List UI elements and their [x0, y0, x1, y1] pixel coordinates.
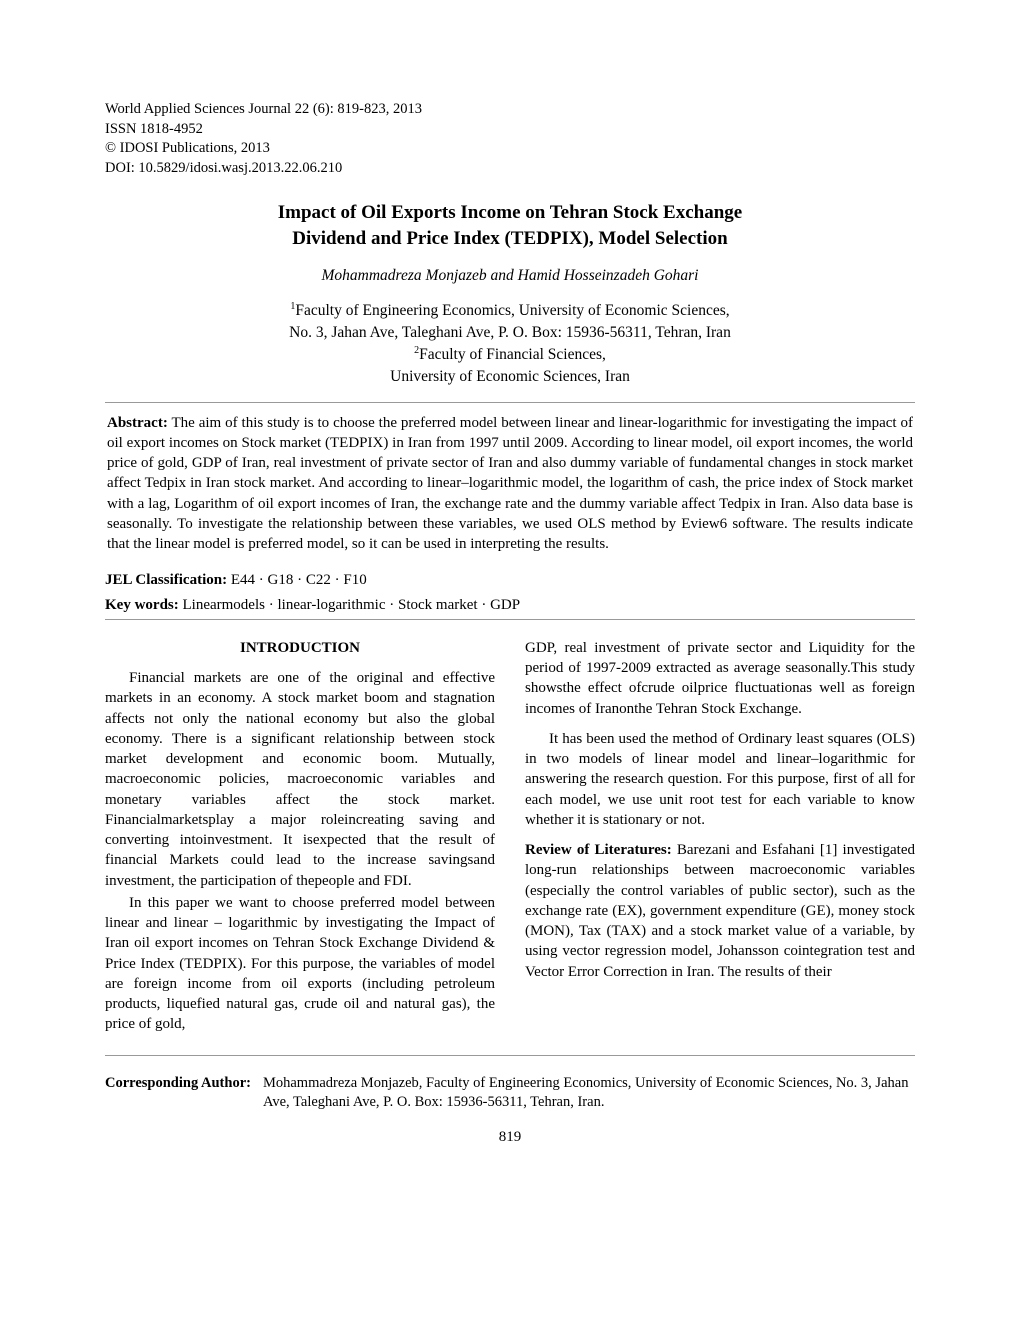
review-text: Barezani and Esfahani [1] investigated l…	[525, 842, 915, 980]
authors: Mohammadreza Monjazeb and Hamid Hosseinz…	[105, 266, 915, 287]
review-heading: Review of Literatures:	[525, 842, 677, 858]
jel-classification: JEL Classification: E44G18C22F10	[105, 570, 915, 590]
divider-footer	[105, 1055, 915, 1056]
affiliation-2-line1: 2Faculty of Financial Sciences,	[105, 344, 915, 366]
body-columns: INTRODUCTION Financial markets are one o…	[105, 638, 915, 1037]
keyword-0: Linearmodels	[183, 597, 265, 613]
journal-doi: DOI: 10.5829/idosi.wasj.2013.22.06.210	[105, 159, 915, 179]
affiliation-2-line2: University of Economic Sciences, Iran	[105, 366, 915, 388]
right-paragraph-1: GDP, real investment of private sector a…	[525, 638, 915, 719]
divider-top	[105, 402, 915, 403]
journal-issn: ISSN 1818-4952	[105, 120, 915, 140]
affiliation-1-line1: 1Faculty of Engineering Economics, Unive…	[105, 300, 915, 322]
keywords: Key words: Linearmodelslinear-logarithmi…	[105, 595, 915, 615]
intro-paragraph-1: Financial markets are one of the origina…	[105, 668, 495, 891]
right-paragraph-2: It has been used the method of Ordinary …	[525, 729, 915, 830]
journal-citation: World Applied Sciences Journal 22 (6): 8…	[105, 100, 915, 120]
corresponding-author: Corresponding Author: Mohammadreza Monja…	[105, 1074, 915, 1113]
introduction-heading: INTRODUCTION	[105, 638, 495, 658]
right-column: GDP, real investment of private sector a…	[525, 638, 915, 1037]
keyword-3: GDP	[478, 597, 521, 613]
left-column: INTRODUCTION Financial markets are one o…	[105, 638, 495, 1037]
abstract-label: Abstract:	[107, 415, 168, 431]
jel-code-1: G18	[255, 572, 293, 588]
journal-header: World Applied Sciences Journal 22 (6): 8…	[105, 100, 915, 178]
jel-label: JEL Classification:	[105, 572, 231, 588]
page-number: 819	[105, 1127, 915, 1147]
paper-title-line1: Impact of Oil Exports Income on Tehran S…	[105, 200, 915, 226]
divider-bottom	[105, 619, 915, 620]
affiliation-1-line2: No. 3, Jahan Ave, Taleghani Ave, P. O. B…	[105, 322, 915, 344]
corresponding-label: Corresponding Author:	[105, 1074, 263, 1113]
intro-paragraph-2: In this paper we want to choose preferre…	[105, 893, 495, 1035]
abstract-text: The aim of this study is to choose the p…	[107, 415, 913, 553]
journal-copyright: © IDOSI Publications, 2013	[105, 139, 915, 159]
keyword-1: linear-logarithmic	[265, 597, 386, 613]
review-of-literatures-paragraph: Review of Literatures: Barezani and Esfa…	[525, 840, 915, 982]
jel-code-0: E44	[231, 572, 255, 588]
abstract: Abstract: The aim of this study is to ch…	[105, 407, 915, 561]
paper-title-block: Impact of Oil Exports Income on Tehran S…	[105, 200, 915, 251]
paper-title-line2: Dividend and Price Index (TEDPIX), Model…	[105, 226, 915, 252]
jel-code-2: C22	[293, 572, 331, 588]
affiliations: 1Faculty of Engineering Economics, Unive…	[105, 300, 915, 387]
jel-code-3: F10	[331, 572, 367, 588]
corresponding-text: Mohammadreza Monjazeb, Faculty of Engine…	[263, 1074, 915, 1113]
keyword-2: Stock market	[385, 597, 477, 613]
keywords-label: Key words:	[105, 597, 183, 613]
